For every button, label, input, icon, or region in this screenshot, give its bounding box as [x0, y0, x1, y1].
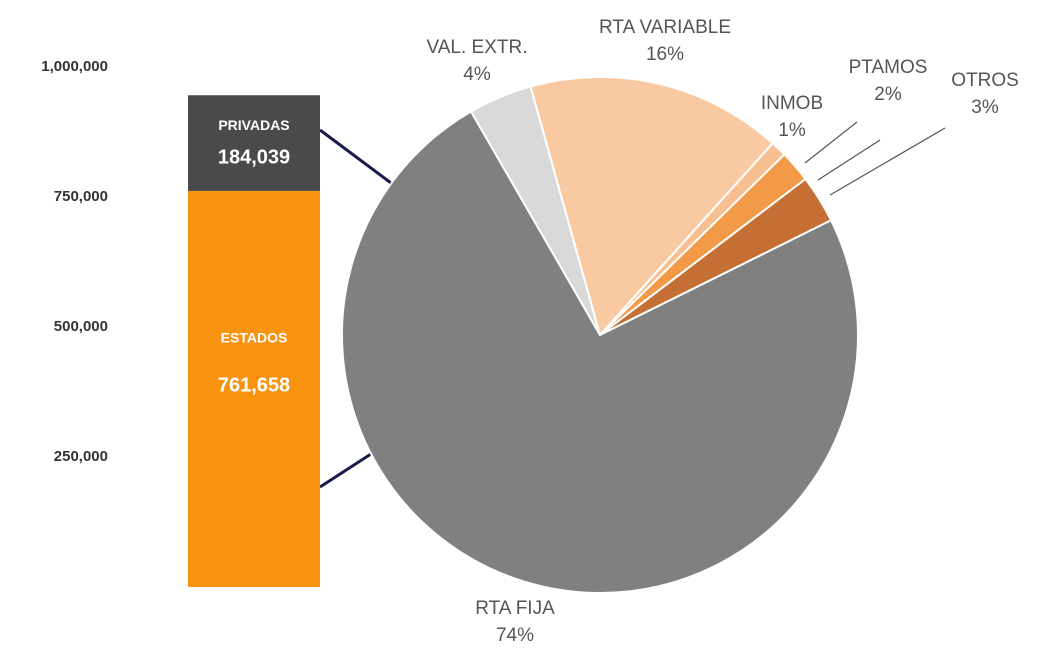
- y-tick-label: 500,000: [54, 318, 108, 335]
- slice-value-label: 4%: [463, 64, 491, 85]
- slice-label: OTROS: [951, 70, 1019, 91]
- pie-slice: [529, 76, 775, 338]
- bar-segment: [188, 95, 320, 191]
- slice-value-label: 1%: [778, 120, 806, 141]
- leader-line: [804, 121, 858, 164]
- y-tick-label: 250,000: [54, 448, 108, 465]
- y-tick-label: 1,000,000: [41, 58, 108, 75]
- leader-line: [817, 139, 881, 181]
- series-label: ESTADOS: [221, 330, 288, 346]
- value-label: 761,658: [218, 374, 290, 396]
- slice-value-label: 16%: [646, 44, 684, 65]
- slice-label: INMOB: [761, 93, 823, 114]
- pie: [341, 76, 859, 594]
- connector-line: [319, 128, 396, 188]
- y-tick-label: 750,000: [54, 188, 108, 205]
- slice-label: RTA FIJA: [475, 598, 555, 619]
- slice-value-label: 74%: [496, 625, 534, 646]
- slice-label: PTAMOS: [849, 57, 928, 78]
- leader-line: [829, 127, 946, 196]
- series-label: PRIVADAS: [218, 117, 289, 133]
- connector-line: [319, 450, 375, 489]
- slice-label: VAL. EXTR.: [426, 37, 527, 58]
- slice-value-label: 3%: [971, 97, 999, 118]
- slice-label: RTA VARIABLE: [599, 17, 731, 38]
- value-label: 184,039: [218, 146, 290, 168]
- slice-value-label: 2%: [874, 84, 902, 105]
- bar-segment: [188, 190, 320, 587]
- pie-slice: [341, 110, 859, 594]
